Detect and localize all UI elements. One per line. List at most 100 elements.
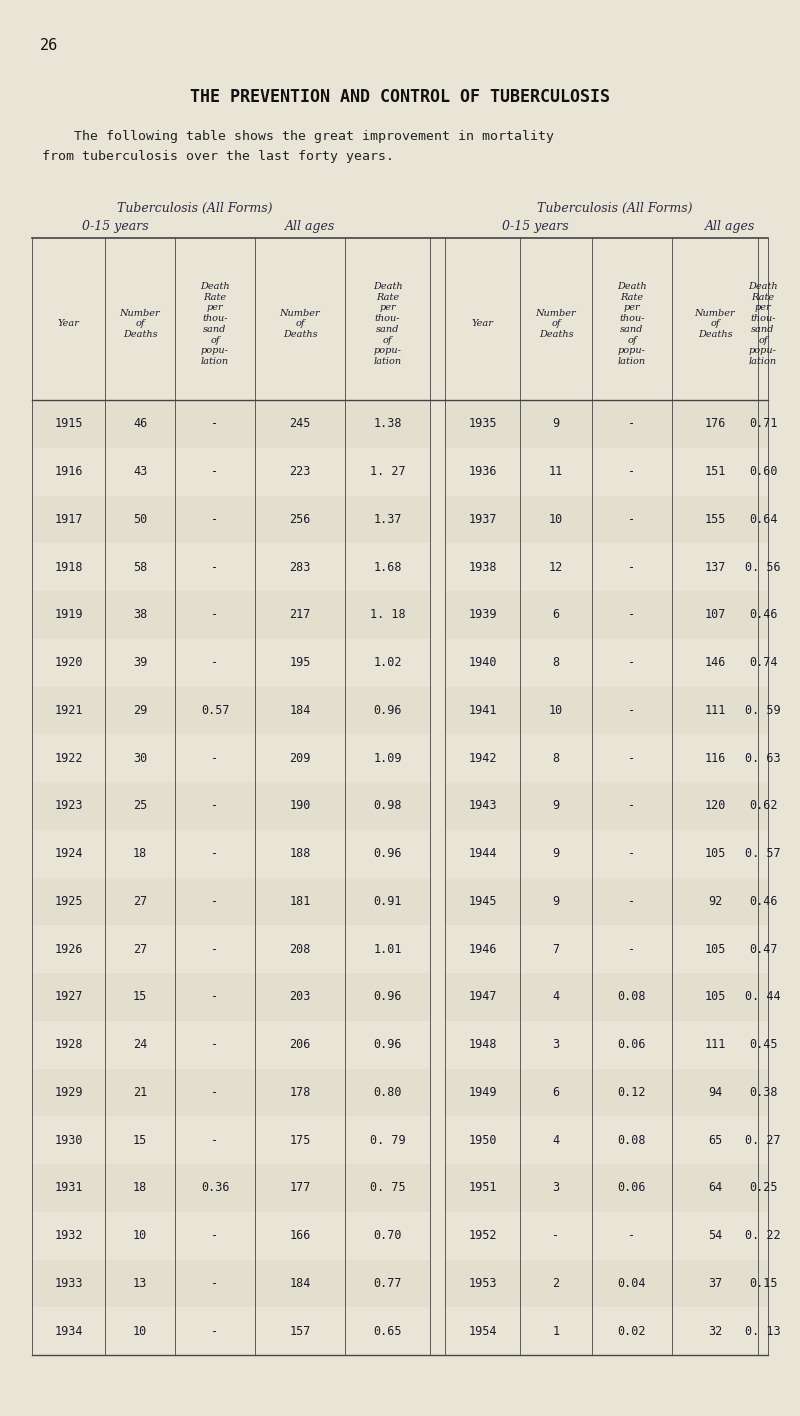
Text: 25: 25 bbox=[133, 800, 147, 813]
Text: 94: 94 bbox=[708, 1086, 722, 1099]
Text: -: - bbox=[211, 847, 218, 860]
Text: 151: 151 bbox=[704, 464, 726, 479]
Text: 0.96: 0.96 bbox=[374, 704, 402, 716]
Text: 0.38: 0.38 bbox=[749, 1086, 778, 1099]
Text: 1926: 1926 bbox=[54, 943, 82, 956]
Text: Tuberculosis (All Forms): Tuberculosis (All Forms) bbox=[118, 202, 273, 215]
Text: -: - bbox=[211, 1086, 218, 1099]
Text: 1.01: 1.01 bbox=[374, 943, 402, 956]
Text: -: - bbox=[211, 418, 218, 430]
Text: 0.46: 0.46 bbox=[749, 609, 778, 622]
Text: 1946: 1946 bbox=[468, 943, 497, 956]
Text: 1.02: 1.02 bbox=[374, 656, 402, 670]
Text: 8: 8 bbox=[553, 752, 559, 765]
Text: 175: 175 bbox=[290, 1134, 310, 1147]
Text: 1938: 1938 bbox=[468, 561, 497, 573]
Text: 37: 37 bbox=[708, 1277, 722, 1290]
Text: 0.60: 0.60 bbox=[749, 464, 778, 479]
Text: 92: 92 bbox=[708, 895, 722, 908]
Text: 1934: 1934 bbox=[54, 1324, 82, 1338]
Text: 1: 1 bbox=[553, 1324, 559, 1338]
Text: 0.98: 0.98 bbox=[374, 800, 402, 813]
Text: 0.96: 0.96 bbox=[374, 1038, 402, 1051]
Text: 105: 105 bbox=[704, 847, 726, 860]
Text: -: - bbox=[211, 464, 218, 479]
Bar bbox=[32, 1069, 430, 1116]
Text: 1919: 1919 bbox=[54, 609, 82, 622]
Text: -: - bbox=[629, 609, 635, 622]
Bar bbox=[445, 1259, 768, 1307]
Text: 157: 157 bbox=[290, 1324, 310, 1338]
Text: 58: 58 bbox=[133, 561, 147, 573]
Text: Death
Rate
per
thou-
sand
of
popu-
lation: Death Rate per thou- sand of popu- latio… bbox=[748, 282, 778, 367]
Text: 3: 3 bbox=[553, 1038, 559, 1051]
Text: 256: 256 bbox=[290, 513, 310, 525]
Text: -: - bbox=[629, 464, 635, 479]
Bar bbox=[32, 687, 430, 735]
Text: 43: 43 bbox=[133, 464, 147, 479]
Text: 120: 120 bbox=[704, 800, 726, 813]
Text: 0.70: 0.70 bbox=[374, 1229, 402, 1242]
Bar bbox=[32, 782, 430, 830]
Text: 1915: 1915 bbox=[54, 418, 82, 430]
Text: 146: 146 bbox=[704, 656, 726, 670]
Text: 4: 4 bbox=[553, 1134, 559, 1147]
Text: 283: 283 bbox=[290, 561, 310, 573]
Text: 1. 18: 1. 18 bbox=[370, 609, 406, 622]
Text: 1945: 1945 bbox=[468, 895, 497, 908]
Text: 4: 4 bbox=[553, 990, 559, 1004]
Text: 46: 46 bbox=[133, 418, 147, 430]
Text: -: - bbox=[629, 1229, 635, 1242]
Text: 0.91: 0.91 bbox=[374, 895, 402, 908]
Text: 1922: 1922 bbox=[54, 752, 82, 765]
Text: -: - bbox=[211, 609, 218, 622]
Text: -: - bbox=[629, 513, 635, 525]
Text: 1939: 1939 bbox=[468, 609, 497, 622]
Text: 0-15 years: 0-15 years bbox=[82, 219, 148, 234]
Bar bbox=[445, 399, 768, 447]
Text: 1949: 1949 bbox=[468, 1086, 497, 1099]
Text: All ages: All ages bbox=[285, 219, 335, 234]
Text: 0.62: 0.62 bbox=[749, 800, 778, 813]
Text: 0. 59: 0. 59 bbox=[745, 704, 781, 716]
Text: -: - bbox=[211, 1277, 218, 1290]
Text: 0.74: 0.74 bbox=[749, 656, 778, 670]
Text: 1917: 1917 bbox=[54, 513, 82, 525]
Text: 0.64: 0.64 bbox=[749, 513, 778, 525]
Text: 184: 184 bbox=[290, 1277, 310, 1290]
Text: 50: 50 bbox=[133, 513, 147, 525]
Text: 1927: 1927 bbox=[54, 990, 82, 1004]
Text: 0-15 years: 0-15 years bbox=[502, 219, 568, 234]
Text: 206: 206 bbox=[290, 1038, 310, 1051]
Text: 13: 13 bbox=[133, 1277, 147, 1290]
Text: 166: 166 bbox=[290, 1229, 310, 1242]
Text: Tuberculosis (All Forms): Tuberculosis (All Forms) bbox=[538, 202, 693, 215]
Text: -: - bbox=[211, 1038, 218, 1051]
Text: 0.65: 0.65 bbox=[374, 1324, 402, 1338]
Text: 1923: 1923 bbox=[54, 800, 82, 813]
Text: 64: 64 bbox=[708, 1181, 722, 1194]
Text: 0.47: 0.47 bbox=[749, 943, 778, 956]
Text: 32: 32 bbox=[708, 1324, 722, 1338]
Text: 0.36: 0.36 bbox=[201, 1181, 230, 1194]
Text: 27: 27 bbox=[133, 895, 147, 908]
Text: 1929: 1929 bbox=[54, 1086, 82, 1099]
Text: The following table shows the great improvement in mortality: The following table shows the great impr… bbox=[42, 130, 554, 143]
Text: 0.08: 0.08 bbox=[618, 990, 646, 1004]
Text: 1947: 1947 bbox=[468, 990, 497, 1004]
Text: Number
of
Deaths: Number of Deaths bbox=[536, 309, 576, 340]
Text: 1941: 1941 bbox=[468, 704, 497, 716]
Text: 1. 27: 1. 27 bbox=[370, 464, 406, 479]
Text: 105: 105 bbox=[704, 943, 726, 956]
Text: 1953: 1953 bbox=[468, 1277, 497, 1290]
Text: 1954: 1954 bbox=[468, 1324, 497, 1338]
Text: 0.96: 0.96 bbox=[374, 990, 402, 1004]
Text: -: - bbox=[629, 561, 635, 573]
Text: 3: 3 bbox=[553, 1181, 559, 1194]
Text: -: - bbox=[629, 752, 635, 765]
Text: 10: 10 bbox=[133, 1229, 147, 1242]
Bar bbox=[445, 1069, 768, 1116]
Text: 176: 176 bbox=[704, 418, 726, 430]
Text: -: - bbox=[553, 1229, 559, 1242]
Text: -: - bbox=[211, 513, 218, 525]
